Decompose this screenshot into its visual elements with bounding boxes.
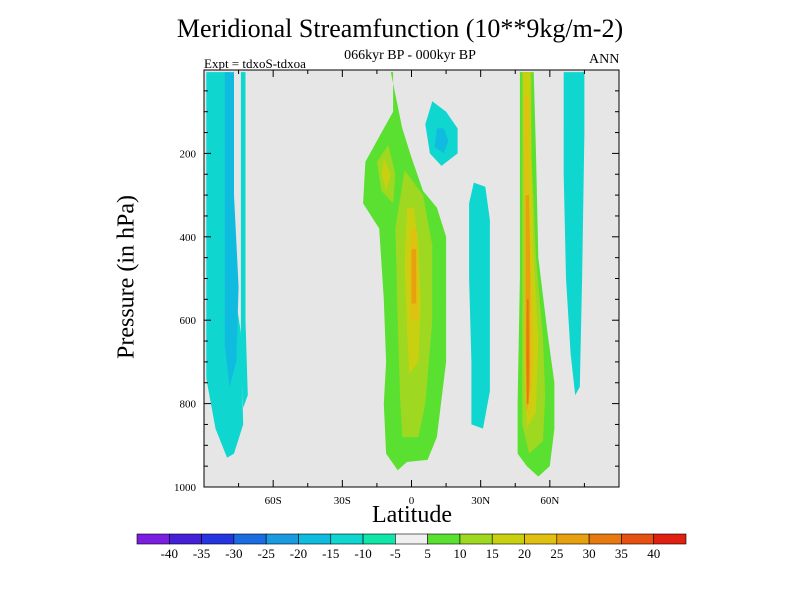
- colorbar-swatch: [330, 533, 364, 545]
- region-sh-high-lat-strip: [240, 72, 248, 408]
- y-tick-label: 600: [180, 315, 197, 327]
- colorbar-label: 20: [518, 546, 531, 561]
- colorbar-label: -10: [354, 546, 371, 561]
- x-tick-label: 60S: [265, 495, 282, 507]
- colorbar-label: -15: [322, 546, 339, 561]
- colorbar-swatch: [395, 533, 428, 545]
- chart-title: Meridional Streamfunction (10**9kg/m-2): [176, 14, 624, 43]
- colorbar-label: -40: [161, 546, 178, 561]
- colorbar-label: 15: [486, 546, 499, 561]
- colorbar-swatch: [588, 533, 622, 545]
- colorbar-label: 5: [424, 546, 431, 561]
- season-label: ANN: [589, 52, 620, 67]
- region-nh-ferrel-peak: [526, 299, 530, 404]
- colorbar-label: 30: [583, 546, 596, 561]
- region-sh-hadley-core: [411, 249, 417, 304]
- colorbar-label: -25: [258, 546, 275, 561]
- colorbar-swatch: [168, 533, 202, 545]
- colorbar-swatch: [556, 533, 590, 545]
- colorbar-swatch: [265, 533, 299, 545]
- colorbar: -40 -35 -30 -25 -20 -15 -10 -5 5 10 15 20 25 30 35 40: [136, 533, 687, 561]
- colorbar-label: 10: [453, 546, 466, 561]
- colorbar-label: -35: [193, 546, 210, 561]
- y-tick-label: 200: [180, 148, 197, 160]
- x-axis-label: Latitude: [372, 502, 452, 528]
- region-nh-subtropical-negative: [469, 182, 490, 429]
- experiment-label: Expt = tdxoS-tdxoa: [204, 56, 306, 71]
- region-nh-polar-negative: [563, 72, 585, 396]
- colorbar-swatch: [427, 533, 461, 545]
- x-tick-label: 30S: [334, 495, 351, 507]
- colorbar-swatch: [621, 533, 655, 545]
- colorbar-swatch: [233, 533, 267, 545]
- region-sh-polar-core: [224, 72, 239, 387]
- colorbar-swatch: [201, 533, 235, 545]
- contour-regions: [206, 72, 585, 477]
- colorbar-label: -5: [390, 546, 401, 561]
- chart-subtitle: 066kyr BP - 000kyr BP: [344, 48, 476, 63]
- y-tick-label: 1000: [174, 482, 197, 494]
- colorbar-swatch: [653, 533, 687, 545]
- colorbar-swatch: [524, 533, 558, 545]
- region-tropical-upper-core: [434, 128, 449, 154]
- y-tick-label: 800: [180, 399, 197, 411]
- x-tick-label: 0: [409, 495, 415, 507]
- colorbar-swatch: [459, 533, 493, 545]
- colorbar-label: -20: [290, 546, 307, 561]
- colorbar-swatch: [491, 533, 525, 545]
- region-sh-hadley-upper-core: [381, 157, 391, 191]
- colorbar-swatch: [136, 533, 170, 545]
- axes: 60S 30S 0 30N 60N 200 400 600 800 1000: [174, 70, 619, 507]
- colorbar-label: 40: [647, 546, 660, 561]
- colorbar-label: 25: [550, 546, 563, 561]
- colorbar-swatch: [362, 533, 396, 545]
- colorbar-label: -30: [225, 546, 242, 561]
- colorbar-swatch: [298, 533, 332, 545]
- x-tick-label: 60N: [540, 495, 559, 507]
- colorbar-label: 35: [615, 546, 628, 561]
- y-tick-label: 400: [180, 232, 197, 244]
- x-tick-label: 30N: [471, 495, 490, 507]
